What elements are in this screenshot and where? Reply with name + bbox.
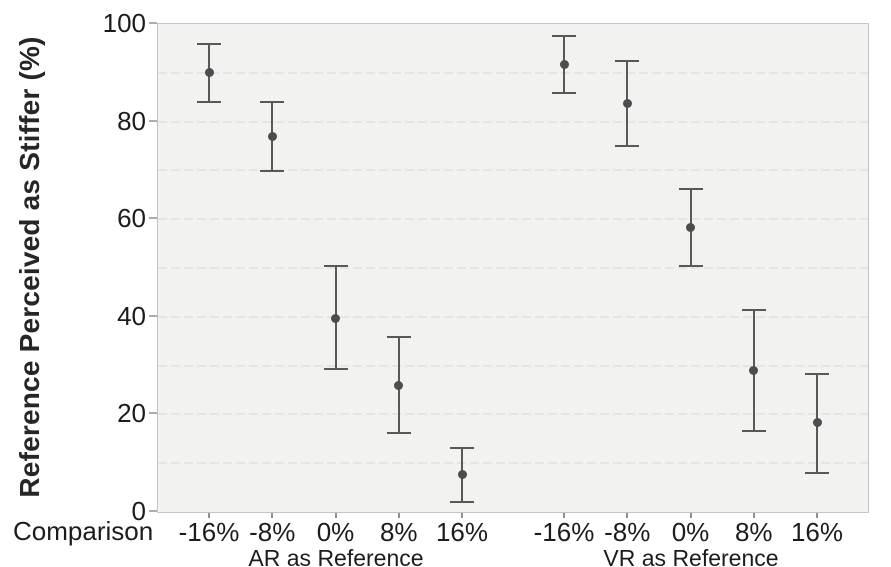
y-tick-label: 20 — [117, 398, 146, 429]
error-bar-cap-bottom — [386, 432, 411, 435]
error-bar-cap-bottom — [323, 368, 348, 371]
x-tick-label: 16% — [435, 517, 489, 547]
group-label-vr: VR as Reference — [603, 545, 779, 567]
y-tick-mark — [149, 22, 157, 24]
error-bar-cap-top — [615, 59, 640, 62]
group-label-ar: AR as Reference — [248, 545, 424, 567]
y-tick-label: 40 — [117, 300, 146, 331]
y-gridline — [158, 169, 868, 172]
x-tick-label: 16% — [790, 517, 844, 547]
error-bar-cap-top — [450, 447, 474, 450]
y-tick-mark — [149, 217, 157, 220]
x-tick-mark — [816, 513, 818, 518]
x-tick-label: 8% — [734, 517, 773, 547]
x-tick-label: 0% — [671, 517, 710, 547]
error-bar-cap-top — [552, 35, 576, 38]
y-gridline — [158, 267, 868, 269]
error-bar-cap-top — [741, 309, 766, 312]
x-tick-label: -16% — [178, 517, 240, 547]
y-tick-mark — [149, 314, 157, 317]
y-gridline — [158, 120, 868, 123]
error-bar-cap-bottom — [741, 429, 766, 432]
x-axis-label: Comparison — [13, 516, 154, 546]
y-gridline — [158, 462, 868, 465]
x-tick-mark — [563, 513, 565, 518]
mean-point — [559, 60, 569, 69]
error-bar-cap-bottom — [450, 501, 474, 504]
mean-point — [204, 68, 214, 78]
mean-point — [749, 366, 759, 376]
x-tick-mark — [208, 513, 210, 518]
mean-point — [686, 222, 695, 232]
x-tick-mark — [689, 513, 692, 518]
y-tick-label: 100 — [102, 8, 146, 38]
y-tick-mark — [149, 119, 157, 122]
y-gridline — [158, 315, 868, 318]
y-gridline — [158, 364, 868, 367]
error-bar-cap-bottom — [678, 264, 703, 267]
x-tick-mark — [626, 513, 629, 518]
error-bar-cap-bottom — [615, 145, 640, 148]
x-tick-label: -8% — [604, 517, 651, 547]
x-tick-mark — [271, 513, 274, 518]
error-bar-cap-top — [678, 187, 703, 190]
error-bar-cap-bottom — [805, 471, 829, 474]
x-tick-label: 0% — [316, 517, 355, 547]
y-gridline — [158, 413, 868, 416]
mean-point — [394, 381, 404, 391]
error-bar-cap-top — [323, 264, 348, 267]
x-tick-mark — [461, 513, 463, 518]
error-bar-cap-bottom — [260, 170, 285, 173]
plot-panel — [157, 23, 869, 513]
mean-point — [812, 418, 822, 428]
x-tick-mark — [334, 513, 337, 518]
x-tick-label: -16% — [533, 517, 595, 547]
x-tick-mark — [397, 513, 400, 518]
y-tick-label: 80 — [117, 105, 146, 136]
y-tick-mark — [149, 510, 157, 512]
mean-point — [457, 470, 467, 480]
x-tick-mark — [752, 513, 755, 518]
y-tick-label: 0 — [131, 496, 146, 526]
y-axis-label: Reference Perceived as Stiffer (%) — [14, 36, 45, 498]
x-tick-label: -8% — [249, 517, 296, 547]
error-bar-cap-top — [805, 372, 829, 375]
y-gridline — [158, 218, 868, 221]
y-gridline — [158, 71, 868, 74]
mean-point — [267, 132, 277, 142]
y-tick-mark — [149, 412, 157, 415]
error-bar-cap-top — [386, 335, 411, 338]
x-tick-label: 8% — [379, 517, 418, 547]
mean-point — [331, 313, 340, 323]
error-bar-cap-bottom — [197, 101, 221, 104]
mean-point — [622, 99, 632, 109]
error-bar-cap-bottom — [552, 92, 576, 95]
y-tick-label: 60 — [117, 203, 146, 234]
error-bar-cap-top — [197, 42, 221, 45]
error-bar-cap-top — [260, 100, 285, 103]
